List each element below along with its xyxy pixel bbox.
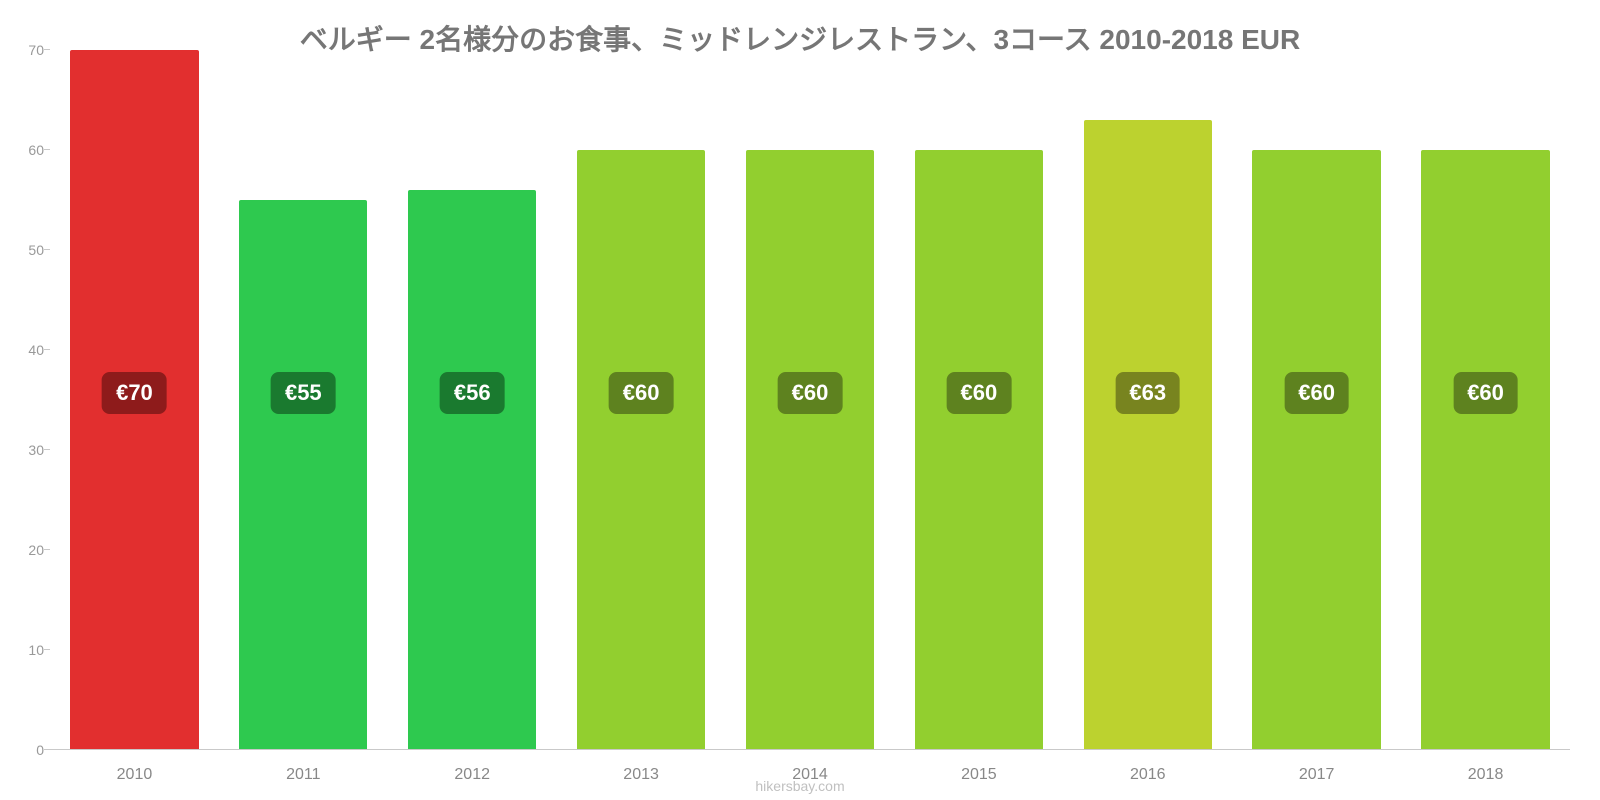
bar: [239, 200, 367, 750]
bar: [1252, 150, 1380, 750]
bar-slot: €562012: [388, 50, 557, 750]
bar-slot: €702010: [50, 50, 219, 750]
y-tick-mark: [44, 449, 50, 450]
bar-slot: €632016: [1063, 50, 1232, 750]
chart-container: ベルギー 2名様分のお食事、ミッドレンジレストラン、3コース 2010-2018…: [0, 0, 1600, 800]
bar-slot: €602014: [726, 50, 895, 750]
bar: [408, 190, 536, 750]
bar-value-label: €60: [1453, 372, 1518, 414]
bar-value-label: €70: [102, 372, 167, 414]
bar: [915, 150, 1043, 750]
y-tick-mark: [44, 549, 50, 550]
y-tick-mark: [44, 649, 50, 650]
y-tick-mark: [44, 249, 50, 250]
bar: [1421, 150, 1549, 750]
y-tick-mark: [44, 349, 50, 350]
y-tick-label: 40: [28, 342, 44, 358]
y-tick-label: 50: [28, 242, 44, 258]
bar-value-label: €55: [271, 372, 336, 414]
bar-value-label: €60: [947, 372, 1012, 414]
bar: [1084, 120, 1212, 750]
y-tick-label: 0: [36, 742, 44, 758]
bar: [746, 150, 874, 750]
bar-slot: €602015: [894, 50, 1063, 750]
x-axis-line: [50, 749, 1570, 750]
y-tick-mark: [44, 149, 50, 150]
bar: [577, 150, 705, 750]
y-tick-mark: [44, 49, 50, 50]
source-label: hikersbay.com: [0, 778, 1600, 794]
bar-slot: €602013: [557, 50, 726, 750]
y-axis: 010203040506070: [10, 50, 50, 750]
bar-value-label: €60: [1284, 372, 1349, 414]
y-tick-label: 30: [28, 442, 44, 458]
bar-slot: €602017: [1232, 50, 1401, 750]
bar-value-label: €60: [609, 372, 674, 414]
bar-value-label: €60: [778, 372, 843, 414]
plot-area: 010203040506070 €702010€552011€562012€60…: [50, 50, 1570, 750]
bar-slot: €552011: [219, 50, 388, 750]
bars-layer: €702010€552011€562012€602013€602014€6020…: [50, 50, 1570, 750]
bar-slot: €602018: [1401, 50, 1570, 750]
bar-value-label: €63: [1115, 372, 1180, 414]
y-tick-label: 10: [28, 642, 44, 658]
y-tick-label: 70: [28, 42, 44, 58]
y-tick-label: 60: [28, 142, 44, 158]
bar-value-label: €56: [440, 372, 505, 414]
y-tick-label: 20: [28, 542, 44, 558]
